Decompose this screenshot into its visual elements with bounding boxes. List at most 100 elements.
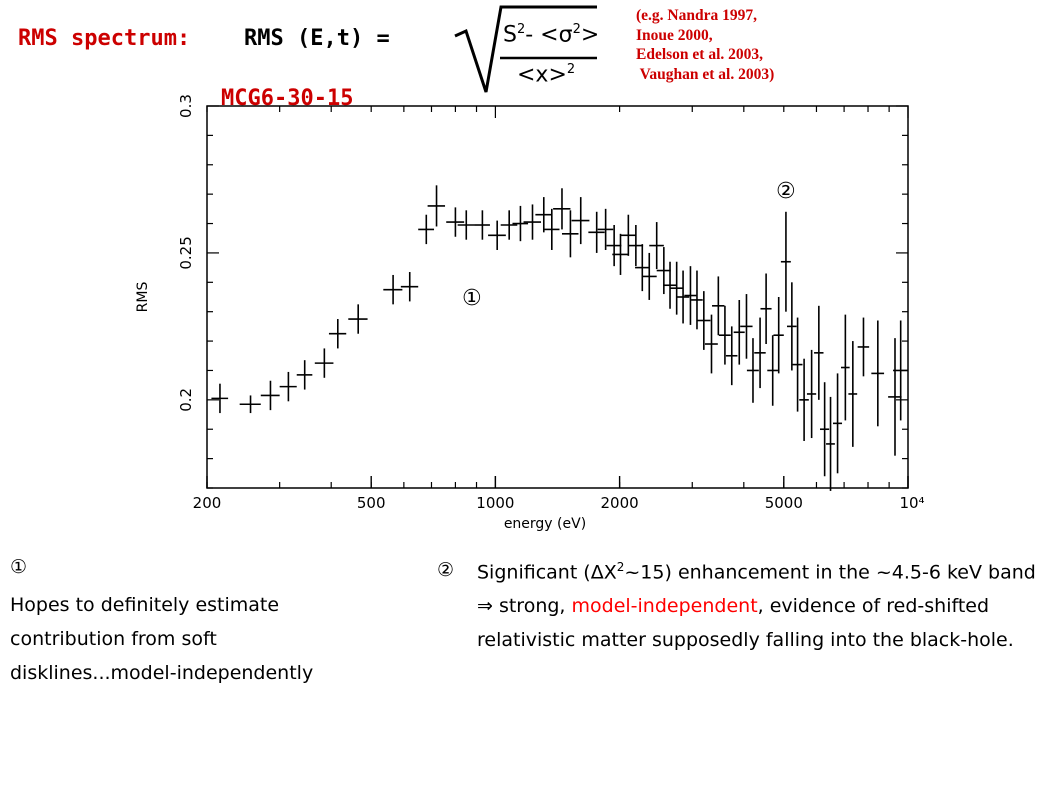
data-point xyxy=(588,211,605,253)
x-tick-label: 10⁴ xyxy=(899,494,924,512)
data-point xyxy=(746,338,759,403)
data-point xyxy=(691,270,703,330)
data-point xyxy=(676,270,690,324)
data-point xyxy=(792,317,803,412)
data-point xyxy=(754,317,766,389)
data-point xyxy=(635,244,650,292)
equation-lhs: RMS (E,t) = xyxy=(244,26,390,51)
data-point xyxy=(760,273,772,345)
data-point xyxy=(628,225,644,267)
y-tick-label: 0.2 xyxy=(177,388,195,412)
note-2-part-b: ~15) enhancement in the ~4.5-6 keV band … xyxy=(477,561,1036,618)
note-2-highlight: model-independent xyxy=(571,595,758,618)
data-point xyxy=(328,319,347,349)
data-point xyxy=(418,214,435,245)
data-point xyxy=(704,314,718,374)
data-point xyxy=(832,373,843,474)
data-point xyxy=(670,261,684,315)
data-point xyxy=(457,210,475,240)
data-point xyxy=(383,274,403,305)
formula-x: <x> xyxy=(517,62,567,88)
y-ticks: 0.2 0.25 0.3 xyxy=(177,94,908,489)
data-point xyxy=(296,360,313,390)
note-1-text: Hopes to definitely estimate contributio… xyxy=(10,594,314,684)
data-point xyxy=(446,207,465,237)
x-tick-label: 200 xyxy=(193,494,222,512)
data-point xyxy=(820,382,830,477)
rms-plot: 200 500 1000 2000 5000 10⁴ 0.2 0.25 0.3 energy … xyxy=(135,94,925,532)
formula-sigma: - <σ xyxy=(525,22,573,48)
data-point xyxy=(718,305,731,365)
data-point xyxy=(767,335,778,406)
data-point xyxy=(806,349,817,439)
data-point xyxy=(888,338,902,456)
spectrum-label: RMS spectrum: xyxy=(18,26,191,51)
data-point xyxy=(857,317,870,377)
x-tick-label: 2000 xyxy=(601,494,639,512)
y-axis-label: RMS xyxy=(135,282,151,313)
data-point xyxy=(871,320,885,427)
data-point xyxy=(488,220,506,250)
data-point xyxy=(535,197,552,233)
x-axis-label: energy (eV) xyxy=(504,516,586,532)
data-point xyxy=(512,205,529,242)
annotation-1: ① xyxy=(462,286,482,311)
reference-2: Inoue 2000, xyxy=(636,26,713,44)
data-point xyxy=(348,304,368,334)
data-point xyxy=(606,225,622,267)
data-point xyxy=(279,371,297,402)
data-point xyxy=(211,383,229,414)
data-point xyxy=(649,222,664,270)
reference-1: (e.g. Nandra 1997, xyxy=(636,7,757,24)
x-ticks: 200 500 1000 2000 5000 10⁴ xyxy=(193,106,925,512)
data-point xyxy=(799,358,809,441)
data-point xyxy=(725,326,738,386)
x-tick-label: 1000 xyxy=(476,494,514,512)
data-point xyxy=(826,396,835,491)
data-point xyxy=(814,305,824,400)
y-tick-label: 0.3 xyxy=(177,94,195,118)
formula-exp-3: 2 xyxy=(566,62,576,77)
data-point xyxy=(786,282,797,371)
annotation-2: ② xyxy=(776,179,796,204)
data-point xyxy=(773,297,784,374)
data-point xyxy=(893,320,908,421)
y-tick-label: 0.25 xyxy=(177,236,195,269)
data-point xyxy=(239,395,261,414)
data-point xyxy=(400,272,419,302)
data-point xyxy=(663,261,677,309)
data-point xyxy=(571,197,590,245)
square-root-sign xyxy=(454,5,597,93)
data-point xyxy=(712,276,725,336)
data-point xyxy=(780,211,791,312)
note-2-part-a: Significant (ΔΧ xyxy=(477,561,617,584)
note-1-marker: ① xyxy=(10,556,28,578)
reference-4: Vaughan et al. 2003) xyxy=(636,65,775,83)
data-point xyxy=(696,291,711,350)
formula-close: > xyxy=(580,22,600,48)
x-tick-label: 500 xyxy=(357,494,386,512)
reference-3: Edelson et al. 2003, xyxy=(636,46,764,63)
data-point xyxy=(314,348,334,378)
note-2-part-c: , evidence of red-shifted relativistic m… xyxy=(477,595,1014,652)
formula-exp-2: 2 xyxy=(572,22,581,37)
plot-frame xyxy=(206,105,909,489)
formula-numerator: S2- <σ2> xyxy=(503,22,599,47)
data-point xyxy=(840,314,850,421)
note-2-text: Significant (ΔΧ2~15) enhancement in the … xyxy=(477,550,1047,657)
data-point xyxy=(474,210,490,240)
data-point xyxy=(733,299,745,365)
data-point xyxy=(612,233,629,275)
formula-s: S xyxy=(503,22,517,48)
x-tick-label: 5000 xyxy=(765,494,803,512)
data-point xyxy=(641,252,657,300)
data-point xyxy=(561,210,579,258)
data-point xyxy=(656,247,671,295)
data-point xyxy=(620,214,636,256)
data-point xyxy=(427,185,446,227)
data-point xyxy=(684,266,697,325)
references: (e.g. Nandra 1997, Inoue 2000, Edelson et … xyxy=(636,6,774,84)
data-point xyxy=(500,210,518,240)
data-point xyxy=(597,208,614,250)
note-2-sup: 2 xyxy=(616,560,625,574)
